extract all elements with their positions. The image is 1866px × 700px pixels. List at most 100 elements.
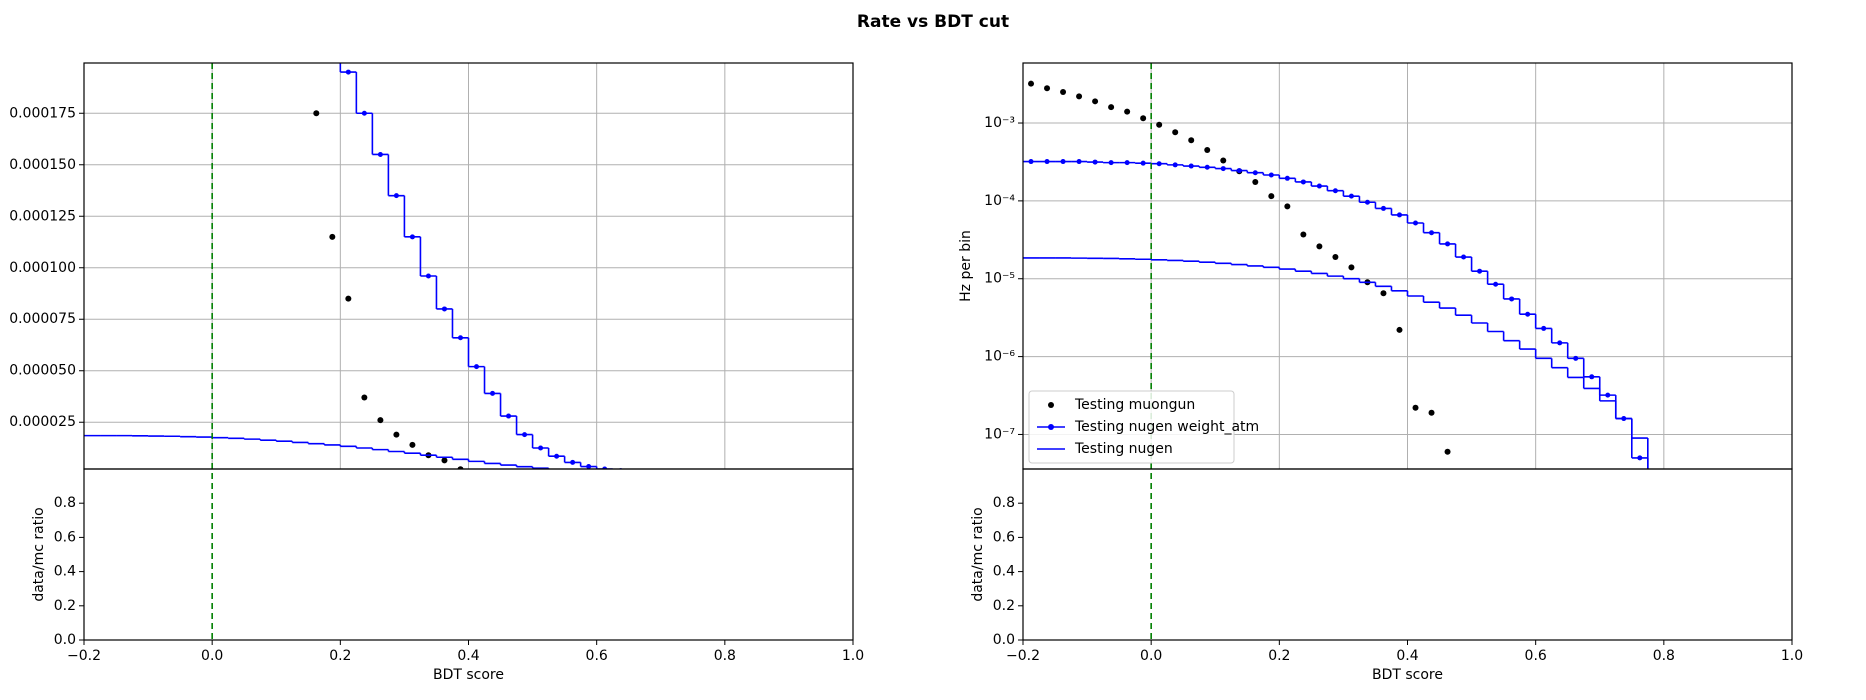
data-point [1188,137,1195,144]
data-point [1509,296,1515,302]
legend-label: Testing muongun [1074,397,1195,413]
data-point [1364,199,1370,205]
data-point [1204,164,1210,170]
data-point [425,273,431,279]
data-point [1268,193,1275,200]
data-point [313,110,320,117]
x-axis-label: BDT score [1372,667,1443,683]
data-point [1220,166,1226,172]
data-point [1204,147,1211,154]
data-point [1429,230,1435,236]
data-point [1412,404,1419,411]
y-tick-label: 10⁻⁴ [984,193,1015,209]
data-point [490,390,496,396]
y-tick-label: 0.000150 [9,157,76,173]
data-point [1444,448,1451,455]
legend-label: Testing nugen weight_atm [1074,419,1259,435]
data-point [330,28,335,33]
data-point [1108,160,1114,166]
data-point [1380,290,1387,297]
data-point [1028,80,1035,87]
data-point [570,459,576,465]
y-tick-label: 0.0 [54,632,76,648]
legend-marker [1048,424,1054,430]
y-tick-label: 10⁻⁷ [984,426,1015,442]
y-axis-label: Hz per bin [958,230,974,302]
x-tick-label: 0.0 [1140,648,1162,664]
data-point [1300,179,1306,185]
data-point [506,413,512,419]
data-point [1348,264,1355,271]
data-point [1284,175,1290,181]
data-point [490,470,496,476]
data-point [1140,115,1147,122]
data-point [361,394,368,401]
data-point [393,431,400,438]
data-point [1284,203,1291,210]
data-point [345,295,352,302]
data-point [1413,220,1419,226]
data-point [538,445,544,451]
data-point [361,110,367,116]
x-tick-label: 1.0 [1781,648,1803,664]
data-point [474,364,480,370]
data-point [329,233,336,240]
data-point [314,0,319,2]
data-point [1124,160,1130,166]
data-point [377,417,384,424]
data-point [554,453,560,459]
legend-label: Testing nugen [1074,441,1173,457]
data-point [1445,241,1451,247]
y-tick-label: 0.0 [993,632,1015,648]
x-tick-label: 0.8 [1653,648,1675,664]
x-tick-label: 1.0 [842,648,864,664]
data-point [1268,172,1274,178]
data-point [1172,129,1179,136]
data-point [1044,85,1051,92]
y-tick-label: 10⁻³ [984,115,1015,131]
data-point [1332,254,1339,261]
data-point [506,471,512,477]
data-point [1396,326,1403,333]
data-point [1493,281,1499,287]
data-point [441,457,448,464]
data-point [1637,455,1643,461]
data-point [409,441,416,448]
data-point [1316,243,1323,250]
data-point [1060,89,1067,96]
data-point [1044,159,1050,165]
y-tick-label: 0.8 [993,495,1015,511]
plot-area [1023,80,1649,469]
y-tick-label: 0.2 [54,598,76,614]
x-tick-label: 0.6 [1525,648,1547,664]
data-point [666,471,671,476]
data-point [474,470,480,476]
data-point [1028,159,1034,165]
data-point [409,234,415,240]
data-point [586,464,592,469]
data-point [698,471,703,476]
data-point [393,193,399,199]
data-point [1124,108,1131,115]
data-point [650,470,655,475]
data-point [1428,409,1435,416]
x-tick-label: 0.4 [457,648,479,664]
y-tick-label: 10⁻⁶ [984,349,1015,365]
data-point [1076,93,1083,100]
legend-marker [1048,402,1054,408]
data-point [1172,162,1178,168]
y-tick-label: 0.6 [993,529,1015,545]
chart-title: Rate vs BDT cut [857,12,1009,32]
data-point [1348,193,1354,199]
data-point [1252,178,1259,185]
x-axis-label: BDT score [433,667,504,683]
y-tick-label: 0.000125 [9,208,76,224]
ratio-y-label: data/mc ratio [970,507,986,601]
y-tick-label: 0.000175 [9,105,76,121]
y-tick-label: 0.000050 [9,363,76,379]
y-tick-label: 0.000100 [9,260,76,276]
data-point [602,466,608,469]
data-point [457,335,463,341]
data-point [1316,183,1322,189]
